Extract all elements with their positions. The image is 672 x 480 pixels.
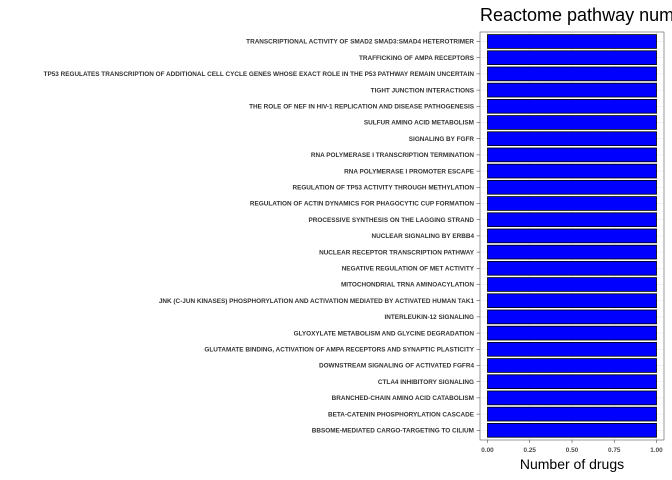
- x-tick-label: 0.50: [566, 447, 579, 454]
- bar: [487, 82, 657, 98]
- category-label: NEGATIVE REGULATION OF MET ACTIVITY: [342, 266, 475, 273]
- bar: [487, 244, 657, 260]
- bar: [487, 293, 657, 308]
- category-label: REGULATION OF ACTIN DYNAMICS FOR PHAGOCY…: [250, 201, 475, 208]
- x-tick-label: 1.00: [650, 447, 663, 454]
- bar: [487, 196, 657, 211]
- bar: [487, 34, 657, 49]
- x-tick-label: 0.00: [481, 447, 494, 454]
- x-tick-label: 0.25: [524, 447, 537, 454]
- category-label: TRAFFICKING OF AMPA RECEPTORS: [359, 55, 475, 62]
- bar: [487, 406, 657, 422]
- bar: [487, 277, 657, 292]
- bar: [487, 374, 657, 389]
- category-label: TRANSCRIPTIONAL ACTIVITY OF SMAD2 SMAD3:…: [246, 39, 474, 46]
- category-label: MITOCHONDRIAL TRNA AMINOACYLATION: [341, 282, 474, 289]
- bars: [487, 34, 657, 438]
- category-label: NUCLEAR RECEPTOR TRANSCRIPTION PATHWAY: [319, 249, 475, 256]
- x-axis-title: Number of drugs: [520, 456, 624, 472]
- category-label: TIGHT JUNCTION INTERACTIONS: [371, 87, 475, 94]
- category-label: BRANCHED-CHAIN AMINO ACID CATABOLISM: [332, 395, 474, 402]
- bar: [487, 99, 657, 114]
- bar: [487, 228, 657, 244]
- category-label: DOWNSTREAM SIGNALING OF ACTIVATED FGFR4: [319, 363, 474, 370]
- category-label: CTLA4 INHIBITORY SIGNALING: [378, 379, 474, 386]
- category-labels: TRANSCRIPTIONAL ACTIVITY OF SMAD2 SMAD3:…: [44, 39, 480, 435]
- category-label: BETA-CATENIN PHOSPHORYLATION CASCADE: [328, 411, 475, 418]
- x-tick-label: 0.75: [608, 447, 621, 454]
- chart-title: Reactome pathway num: [480, 5, 672, 25]
- bar: [487, 179, 657, 195]
- category-label: SIGNALING BY FGFR: [409, 136, 475, 143]
- bar: [487, 390, 657, 406]
- x-axis-ticks: 0.00 0.25 0.50 0.75 1.00: [481, 440, 663, 454]
- bar: [487, 260, 657, 276]
- category-label: RNA POLYMERASE I PROMOTER ESCAPE: [344, 168, 475, 175]
- bar: [487, 422, 657, 438]
- category-label: GLUTAMATE BINDING, ACTIVATION OF AMPA RE…: [204, 347, 474, 354]
- bar: [487, 131, 657, 147]
- category-label: REGULATION OF TP53 ACTIVITY THROUGH METH…: [292, 185, 474, 192]
- bar: [487, 325, 657, 341]
- bar: [487, 358, 657, 373]
- bar: [487, 309, 657, 325]
- bar: [487, 50, 657, 65]
- category-label: PROCESSIVE SYNTHESIS ON THE LAGGING STRA…: [309, 217, 475, 224]
- bar: [487, 163, 657, 179]
- bar: [487, 147, 657, 163]
- category-label: TP53 REGULATES TRANSCRIPTION OF ADDITION…: [44, 71, 475, 78]
- category-label: SULFUR AMINO ACID METABOLISM: [364, 120, 474, 127]
- category-label: GLYOXYLATE METABOLISM AND GLYCINE DEGRAD…: [294, 330, 475, 337]
- bar: [487, 66, 657, 82]
- category-label: NUCLEAR SIGNALING BY ERBB4: [372, 233, 475, 240]
- category-label: BBSOME-MEDIATED CARGO-TARGETING TO CILIU…: [312, 428, 474, 435]
- category-label: JNK (C-JUN KINASES) PHOSPHORYLATION AND …: [159, 298, 475, 305]
- bar: [487, 115, 657, 130]
- category-label: THE ROLE OF NEF IN HIV-1 REPLICATION AND…: [249, 104, 475, 111]
- category-label: RNA POLYMERASE I TRANSCRIPTION TERMINATI…: [311, 152, 474, 159]
- bar: [487, 341, 657, 357]
- category-label: INTERLEUKIN-12 SIGNALING: [385, 314, 475, 321]
- bar: [487, 212, 657, 228]
